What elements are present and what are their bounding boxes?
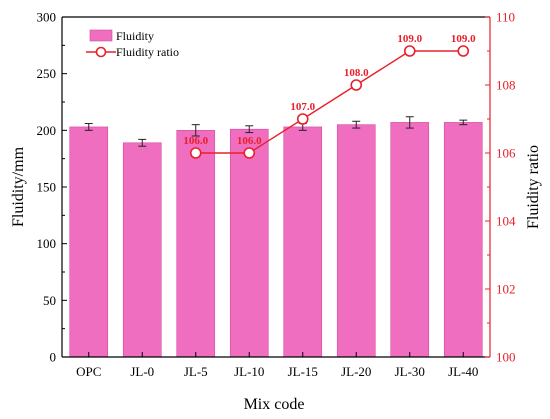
error-bar-jl-30 bbox=[405, 116, 414, 129]
ratio-label-jl-5: 106.0 bbox=[183, 135, 208, 147]
y-tick-label-left-250: 250 bbox=[37, 66, 57, 81]
ratio-point-jl-30 bbox=[403, 45, 416, 57]
ratio-point-jl-15 bbox=[296, 113, 309, 125]
y-tick-label-left-200: 200 bbox=[37, 123, 57, 138]
y-axis-title-left: Fluidity/mm bbox=[10, 146, 27, 227]
y-tick-label-right-106: 106 bbox=[496, 146, 516, 161]
y-tick-label-left-0: 0 bbox=[50, 350, 57, 365]
y-tick-label-right-102: 102 bbox=[496, 282, 516, 297]
bars-layer bbox=[69, 122, 483, 358]
x-tick-label-jl-15: JL-15 bbox=[288, 364, 318, 379]
error-bar-jl-5 bbox=[191, 124, 200, 137]
ratio-label-jl-20: 108.0 bbox=[344, 67, 369, 79]
legend: Fluidity Fluidity ratio bbox=[86, 29, 179, 59]
y-tick-label-right-104: 104 bbox=[496, 214, 516, 229]
ratio-label-jl-15: 107.0 bbox=[290, 101, 315, 113]
y-tick-label-right-110: 110 bbox=[496, 10, 515, 25]
bar-jl-20 bbox=[336, 124, 376, 358]
y-tick-label-right-108: 108 bbox=[496, 78, 516, 93]
y-tick-label-left-100: 100 bbox=[37, 236, 57, 251]
legend-swatch-fluidity bbox=[89, 29, 113, 42]
x-axis-title: Mix code bbox=[244, 396, 305, 413]
bar-opc bbox=[69, 126, 109, 358]
data-labels-layer: 106.0 106.0 107.0 108.0 109.0 109.0 bbox=[183, 33, 476, 147]
legend-marker-ratio bbox=[95, 46, 107, 58]
ratio-point-jl-40 bbox=[457, 45, 470, 57]
error-bar-jl-10 bbox=[245, 125, 254, 134]
error-bar-jl-0 bbox=[138, 138, 147, 147]
x-tick-label-opc: OPC bbox=[76, 364, 101, 379]
bar-jl-10 bbox=[229, 128, 269, 358]
y-tick-label-left-50: 50 bbox=[43, 293, 56, 308]
ratio-label-jl-40: 109.0 bbox=[451, 33, 476, 45]
ratio-line-layer bbox=[189, 45, 470, 159]
bar-jl-15 bbox=[283, 126, 323, 358]
x-tick-label-jl-5: JL-5 bbox=[184, 364, 208, 379]
bar-jl-30 bbox=[390, 122, 430, 358]
ratio-line bbox=[195, 50, 464, 154]
ratio-point-jl-5 bbox=[189, 147, 202, 159]
legend-label-fluidity: Fluidity bbox=[116, 29, 154, 43]
x-tick-label-jl-10: JL-10 bbox=[234, 364, 264, 379]
bar-jl-5 bbox=[176, 130, 216, 358]
ratio-label-jl-30: 109.0 bbox=[397, 33, 422, 45]
y-axis-title-right: Fluidity ratio bbox=[525, 145, 542, 229]
ratio-label-jl-10: 106.0 bbox=[237, 135, 262, 147]
y-tick-label-left-300: 300 bbox=[37, 10, 57, 25]
error-bar-jl-40 bbox=[459, 119, 468, 126]
x-tick-label-jl-0: JL-0 bbox=[130, 364, 154, 379]
y-tick-label-right-100: 100 bbox=[496, 350, 516, 365]
bar-jl-40 bbox=[443, 122, 483, 358]
ratio-point-jl-10 bbox=[243, 147, 256, 159]
error-bar-opc bbox=[84, 123, 93, 131]
ratio-point-jl-20 bbox=[350, 79, 363, 91]
legend-label-ratio: Fluidity ratio bbox=[116, 45, 179, 59]
x-tick-label-jl-30: JL-30 bbox=[395, 364, 425, 379]
bar-jl-0 bbox=[122, 142, 162, 358]
x-tick-label-jl-20: JL-20 bbox=[341, 364, 371, 379]
error-bar-jl-20 bbox=[352, 120, 361, 129]
x-tick-label-jl-40: JL-40 bbox=[448, 364, 478, 379]
axes-layer: 0 50 100 150 200 250 300 100 102 104 106 108 110 OPC J… bbox=[37, 10, 517, 380]
y-tick-label-left-150: 150 bbox=[37, 180, 57, 195]
